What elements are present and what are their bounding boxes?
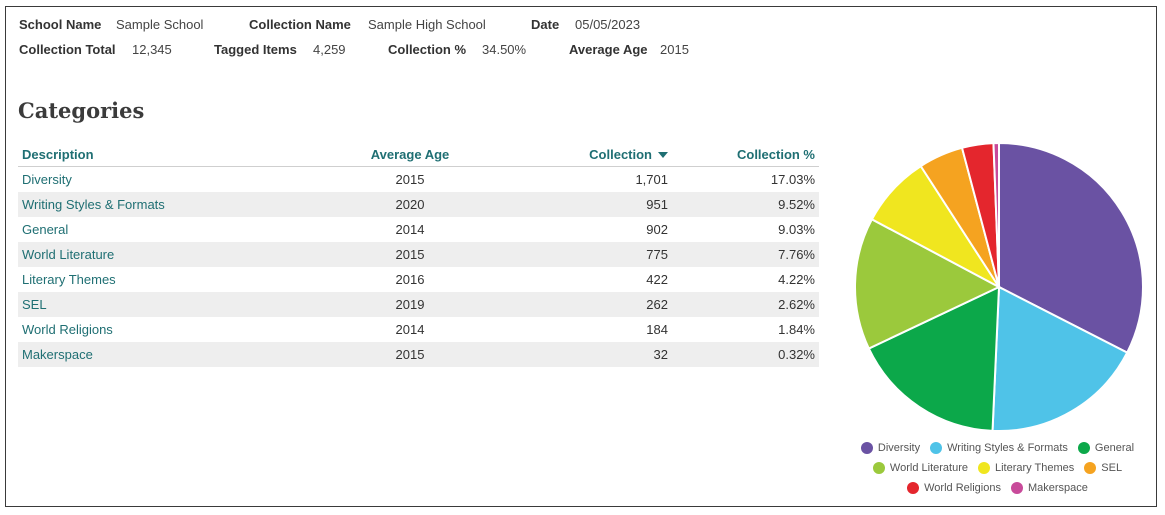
categories-heading: Categories: [18, 98, 145, 123]
legend-swatch: [872, 462, 885, 474]
legend-row: World Literature Literary Themes SEL: [845, 458, 1150, 478]
legend-item[interactable]: General: [1077, 442, 1135, 454]
table-row: Writing Styles & Formats 2020 951 9.52%: [18, 192, 819, 217]
legend-item[interactable]: Writing Styles & Formats: [930, 442, 1068, 454]
average-age-value: 2015: [660, 42, 689, 57]
pie-slice-general[interactable]: [867, 285, 1001, 432]
table-row: World Literature 2015 775 7.76%: [18, 242, 819, 267]
legend-label: Makerspace: [1027, 482, 1088, 494]
collection-pct-value: 34.50%: [482, 42, 527, 57]
school-name-label: School Name: [19, 17, 102, 32]
collection-cell: 1,701: [635, 172, 668, 187]
collection-pct-cell: 9.03%: [778, 222, 815, 237]
table-row: Literary Themes 2016 422 4.22%: [18, 267, 819, 292]
collection-cell: 262: [514, 292, 672, 317]
legend-item[interactable]: Makerspace: [1010, 482, 1088, 494]
tagged-items-label: Tagged Items: [214, 42, 297, 57]
category-link[interactable]: General: [22, 222, 69, 237]
collection-name-value: Sample High School: [368, 17, 486, 32]
legend-label: Literary Themes: [994, 462, 1075, 474]
collection-cell: 951: [514, 192, 672, 217]
header-average-age[interactable]: Average Age: [306, 142, 514, 167]
collection-pct-label: Collection %: [388, 42, 467, 57]
legend-item[interactable]: Diversity: [860, 442, 921, 454]
category-link[interactable]: SEL: [22, 297, 47, 312]
category-link[interactable]: World Religions: [22, 322, 113, 337]
category-pie-chart: [854, 141, 1144, 432]
collection-total-value: 12,345: [132, 42, 172, 57]
sort-descending-icon: [658, 152, 668, 159]
collection-pct-cell: 7.76%: [672, 242, 819, 267]
legend-row: World Religions Makerspace: [845, 478, 1150, 498]
average-age-cell: 2014: [395, 222, 425, 237]
legend-label: Writing Styles & Formats: [947, 442, 1068, 454]
collection-name-label: Collection Name: [249, 17, 351, 32]
collection-pct-cell: 1.84%: [778, 322, 815, 337]
category-link[interactable]: Makerspace: [22, 347, 93, 362]
legend-item[interactable]: World Literature: [872, 462, 968, 474]
average-age-cell: 2015: [306, 242, 514, 267]
legend-swatch: [1010, 482, 1023, 494]
legend-label: Diversity: [877, 442, 921, 454]
legend-label: World Literature: [889, 462, 968, 474]
pie-slice-makerspace[interactable]: [992, 141, 1000, 288]
category-link[interactable]: Writing Styles & Formats: [22, 197, 165, 212]
collection-cell: 422: [646, 272, 668, 287]
category-link[interactable]: Literary Themes: [22, 272, 116, 287]
average-age-cell: 2016: [395, 272, 425, 287]
legend-label: World Religions: [924, 482, 1001, 494]
legend-label: General: [1094, 442, 1135, 454]
collection-pct-cell: 9.52%: [672, 192, 819, 217]
header-collection-pct[interactable]: Collection %: [672, 142, 819, 167]
header-description[interactable]: Description: [18, 142, 306, 167]
legend-swatch: [860, 442, 873, 454]
pie-slice-diversity[interactable]: [998, 141, 1144, 354]
legend-swatch: [1084, 462, 1097, 474]
legend-item[interactable]: SEL: [1084, 462, 1122, 474]
collection-cell: 775: [514, 242, 672, 267]
school-name-value: Sample School: [116, 17, 204, 32]
legend-swatch: [907, 482, 920, 494]
average-age-cell: 2019: [306, 292, 514, 317]
collection-cell: 902: [646, 222, 668, 237]
legend-item[interactable]: World Religions: [907, 482, 1001, 494]
average-age-label: Average Age: [569, 42, 648, 57]
category-link[interactable]: World Literature: [22, 247, 115, 262]
legend-label: SEL: [1101, 462, 1123, 474]
collection-cell: 32: [514, 342, 672, 367]
collection-pct-cell: 2.62%: [672, 292, 819, 317]
header-collection-label: Collection: [589, 146, 652, 162]
legend-item[interactable]: Literary Themes: [977, 462, 1075, 474]
table-row: SEL 2019 262 2.62%: [18, 292, 819, 317]
tagged-items-value: 4,259: [313, 42, 346, 57]
table-row: World Religions 2014 184 1.84%: [18, 317, 819, 342]
pie-legend: Diversity Writing Styles & Formats General…: [845, 438, 1150, 498]
table-row: Diversity 2015 1,701 17.03%: [18, 167, 819, 193]
collection-pct-cell: 0.32%: [672, 342, 819, 367]
collection-pct-cell: 4.22%: [778, 272, 815, 287]
pie-slice-writing-styles-formats[interactable]: [991, 285, 1129, 432]
average-age-cell: 2020: [306, 192, 514, 217]
table-row: General 2014 902 9.03%: [18, 217, 819, 242]
report-frame: [5, 6, 1157, 507]
header-collection[interactable]: Collection: [514, 142, 672, 167]
table-row: Makerspace 2015 32 0.32%: [18, 342, 819, 367]
legend-row: Diversity Writing Styles & Formats General: [845, 438, 1150, 458]
average-age-cell: 2014: [395, 322, 425, 337]
legend-swatch: [930, 442, 943, 454]
collection-pct-cell: 17.03%: [770, 172, 815, 187]
collection-total-label: Collection Total: [19, 42, 116, 57]
legend-swatch: [1077, 442, 1090, 454]
pie-slice-world-literature[interactable]: [854, 217, 1002, 350]
category-link[interactable]: Diversity: [22, 172, 72, 187]
legend-swatch: [977, 462, 990, 474]
average-age-cell: 2015: [395, 172, 425, 187]
date-label: Date: [531, 17, 560, 32]
average-age-cell: 2015: [306, 342, 514, 367]
table-header-row: Description Average Age Collection Colle…: [18, 142, 819, 167]
collection-cell: 184: [646, 322, 668, 337]
date-value: 05/05/2023: [575, 17, 641, 32]
categories-table: Description Average Age Collection Colle…: [18, 142, 819, 367]
